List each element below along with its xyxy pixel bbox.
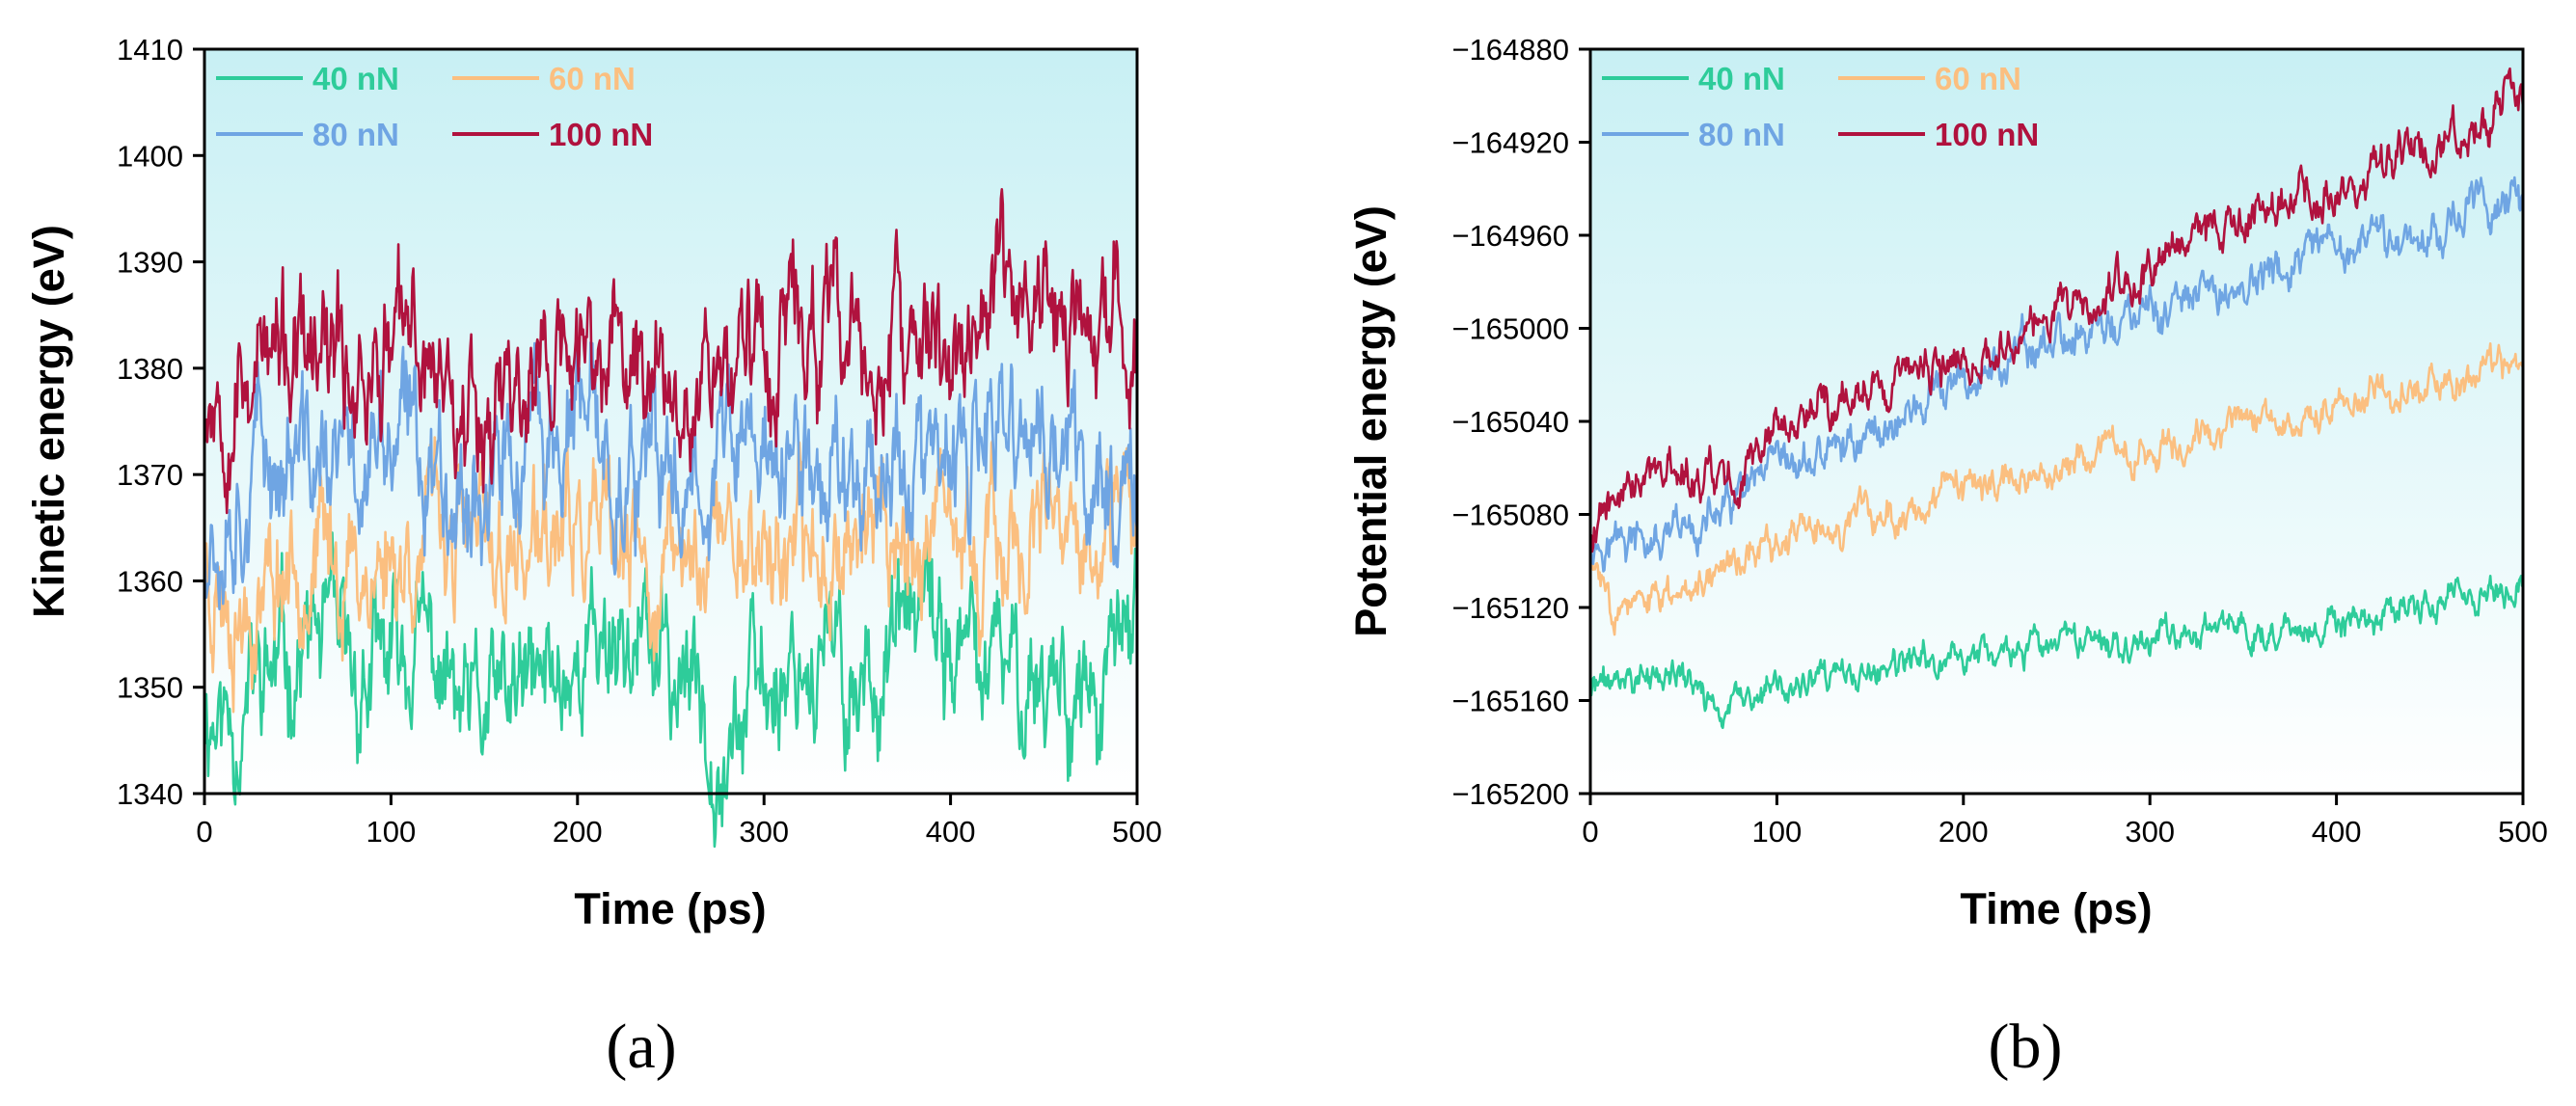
y-tick-label: −165120 [1451, 591, 1569, 625]
legend-label: 40 nN [312, 61, 399, 96]
x-tick-label: 200 [553, 815, 603, 849]
y-tick-label: −165040 [1451, 405, 1569, 439]
legend-label: 100 nN [549, 117, 653, 152]
x-tick-label: 0 [1582, 815, 1598, 849]
legend-label: 60 nN [1935, 61, 2021, 96]
y-tick-label: −164920 [1451, 126, 1569, 160]
x-tick-label: 300 [2125, 815, 2175, 849]
y-tick-label: 1400 [117, 139, 183, 173]
y-tick-label: −165080 [1451, 499, 1569, 532]
y-axis: 1340 1350 1360 1370 1380 1390 1400 1410 [117, 33, 204, 811]
panel-label: (a) [606, 1012, 676, 1082]
legend-label: 80 nN [312, 117, 399, 152]
series-line-100-nn [203, 188, 1139, 515]
potential-energy-chart: −165200 −165160 −165120 −165080 −165040 −1650… [1346, 33, 2548, 1082]
x-tick-label: 100 [366, 815, 417, 849]
x-axis: 0 100 200 300 400 500 [1582, 794, 2548, 849]
plot-frame [203, 47, 1139, 796]
x-tick-label: 500 [1112, 815, 1162, 849]
legend-label: 60 nN [549, 61, 636, 96]
y-tick-label: −165160 [1451, 685, 1569, 718]
y-tick-label: 1350 [117, 671, 183, 705]
y-tick-label: −164960 [1451, 219, 1569, 253]
series-line-80-nn [203, 337, 1139, 611]
y-tick-label: 1410 [117, 33, 183, 67]
y-tick-label: −165000 [1451, 312, 1569, 346]
y-tick-label: 1380 [117, 352, 183, 386]
plot-background [204, 49, 1137, 794]
x-tick-label: 400 [2312, 815, 2362, 849]
series-line-40-nn [203, 531, 1139, 849]
series-line-60-nn [203, 436, 1139, 714]
y-tick-label: 1390 [117, 246, 183, 280]
series-line-40-nn [1588, 574, 2525, 730]
x-tick-label: 300 [739, 815, 789, 849]
x-axis-title: Time (ps) [574, 884, 766, 933]
series-line-100-nn [1588, 67, 2525, 553]
legend-label: 40 nN [1698, 61, 1785, 96]
x-tick-label: 500 [2498, 815, 2548, 849]
y-tick-label: −164880 [1451, 33, 1569, 67]
legend-label: 80 nN [1698, 117, 1785, 152]
y-tick-label: 1340 [117, 777, 183, 811]
y-tick-label: 1370 [117, 458, 183, 492]
x-axis-title: Time (ps) [1960, 884, 2152, 933]
series-lines [1588, 67, 2525, 730]
y-axis-title: Potential energy (eV) [1346, 205, 1396, 637]
series-lines [203, 188, 1139, 849]
x-tick-label: 200 [1939, 815, 1989, 849]
panel-label: (b) [1989, 1012, 2063, 1082]
kinetic-energy-chart: 1340 1350 1360 1370 1380 1390 1400 1410 0 100 200… [24, 33, 1162, 1082]
legend: 40 nN 60 nN 80 nN 100 nN [216, 61, 653, 152]
y-axis-title: Kinetic energy (eV) [24, 225, 73, 618]
x-axis: 0 100 200 300 400 500 [196, 794, 1162, 849]
x-tick-label: 100 [1752, 815, 1803, 849]
x-tick-label: 400 [926, 815, 976, 849]
series-line-60-nn [1588, 341, 2525, 636]
y-tick-label: −165200 [1451, 777, 1569, 811]
legend-label: 100 nN [1935, 117, 2039, 152]
series-line-80-nn [1588, 175, 2525, 573]
y-axis: −165200 −165160 −165120 −165080 −165040 −1650… [1451, 33, 1590, 811]
x-tick-label: 0 [196, 815, 212, 849]
y-tick-label: 1360 [117, 564, 183, 598]
legend: 40 nN 60 nN 80 nN 100 nN [1602, 61, 2039, 152]
